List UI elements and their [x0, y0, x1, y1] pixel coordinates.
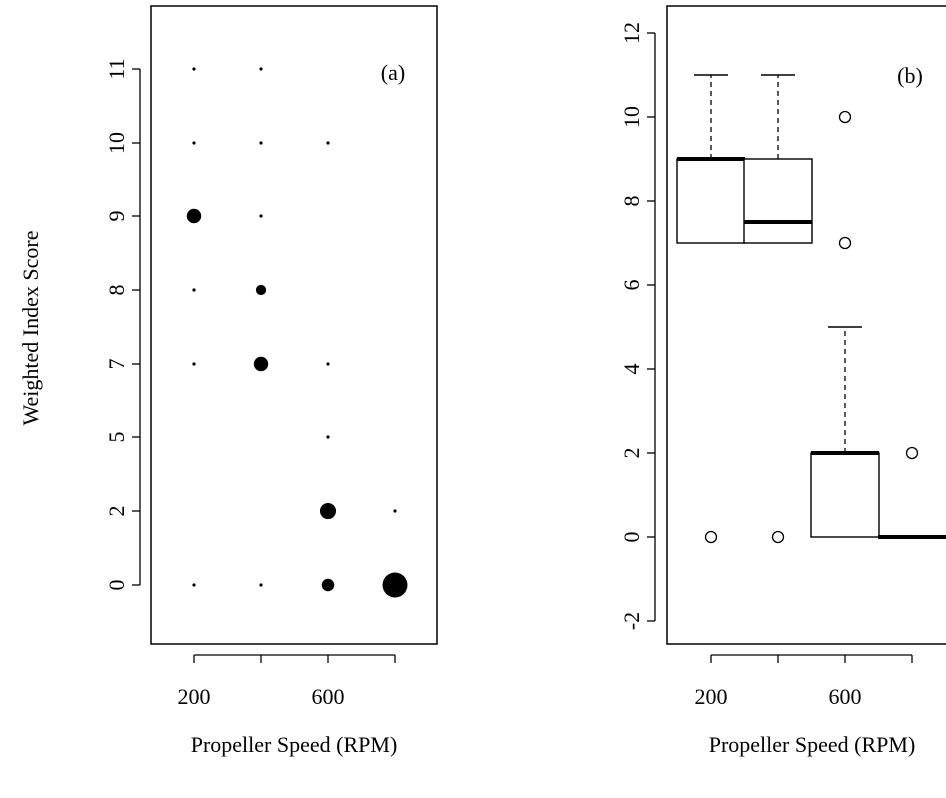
panel-a-bubble [259, 141, 263, 145]
panel-b-y-tick-label: 12 [619, 22, 644, 44]
panel-b-x-axis: 200 600 [695, 654, 913, 709]
panel-a-bubble [259, 583, 263, 587]
panel-a-bubble [326, 435, 330, 439]
panel-a-x-axis-label: Propeller Speed (RPM) [191, 732, 398, 757]
panel-b-label: (b) [897, 63, 923, 88]
panel-a-y-tick-label: 5 [104, 432, 129, 443]
panel-a-y-tick-label: 9 [104, 211, 129, 222]
panel-b-y-tick-label: -2 [619, 612, 644, 630]
panel-a-bubble [382, 572, 408, 598]
panel-b-box [676, 158, 746, 244]
panel-a-bubble [192, 141, 196, 145]
panel-a-bubble [319, 502, 337, 520]
panel-b-box-group [743, 74, 813, 544]
panel-b-box-group [810, 110, 880, 538]
panel-b-x-tick-label: 200 [695, 684, 728, 709]
panel-b-y-tick-label: 0 [619, 532, 644, 543]
panel-a-x-tick-label: 600 [312, 684, 345, 709]
panel-b-plot-frame [666, 5, 946, 645]
panel-a-y-tick-label: 2 [104, 506, 129, 517]
panel-a-y-tick-label: 11 [104, 58, 129, 79]
panel-a-x-tick-label: 200 [178, 684, 211, 709]
panel-b-y-tick-label: 10 [619, 106, 644, 128]
panel-a-bubble [326, 362, 330, 366]
panel-b-y-tick-label: 4 [619, 364, 644, 375]
panel-a-x-axis: 200 600 [178, 654, 396, 709]
panel-b-box-plot: (b) -2 0 2 4 6 8 10 12 200 600 Propeller Speed (… [619, 5, 946, 757]
panel-b-outlier [771, 530, 785, 544]
panel-b-box [743, 158, 813, 244]
panel-b-outlier [704, 530, 718, 544]
panel-b-outlier [905, 446, 919, 460]
panel-a-y-tick-label: 7 [104, 359, 129, 370]
y-axis-label: Weighted Index Score [18, 231, 43, 426]
panel-a-bubble [259, 214, 263, 218]
panel-a-label: (a) [381, 60, 405, 85]
panel-a-bubble [192, 362, 196, 366]
panel-a-bubble [186, 208, 202, 224]
panel-a-bubble-plot: (a) 0 2 5 7 8 9 10 11 200 600 Weighted Index Sco… [18, 5, 438, 757]
panel-b-x-axis-label: Propeller Speed (RPM) [709, 732, 916, 757]
panel-b-box-group [878, 446, 946, 539]
panel-b-y-tick-label: 8 [619, 196, 644, 207]
panel-a-y-tick-label: 8 [104, 285, 129, 296]
panel-a-y-axis: 0 2 5 7 8 9 10 11 [104, 58, 141, 591]
panel-a-bubble [192, 288, 196, 292]
panel-b-y-tick-label: 6 [619, 280, 644, 291]
panel-b-outlier [838, 236, 852, 250]
panel-a-bubble [255, 284, 267, 296]
panel-b-x-tick-label: 600 [829, 684, 862, 709]
panel-a-bubble [192, 583, 196, 587]
panel-a-bubble [259, 67, 263, 71]
panel-a-bubble [326, 141, 330, 145]
panel-b-outlier [838, 110, 852, 124]
panel-a-y-tick-label: 0 [104, 580, 129, 591]
panel-a-bubble [192, 67, 196, 71]
panel-b-box [810, 452, 880, 538]
panel-b-box-group [676, 74, 746, 544]
panel-a-plot-frame [150, 5, 438, 645]
panel-b-y-tick-label: 2 [619, 448, 644, 459]
panel-a-bubble [321, 578, 335, 592]
panel-b-y-axis: -2 0 2 4 6 8 10 12 [619, 22, 656, 630]
panel-a-bubble [393, 509, 397, 513]
panel-a-y-tick-label: 10 [104, 132, 129, 154]
panel-a-bubbles [186, 67, 408, 598]
panel-a-bubble [253, 356, 269, 372]
panel-b-boxes [676, 74, 946, 544]
